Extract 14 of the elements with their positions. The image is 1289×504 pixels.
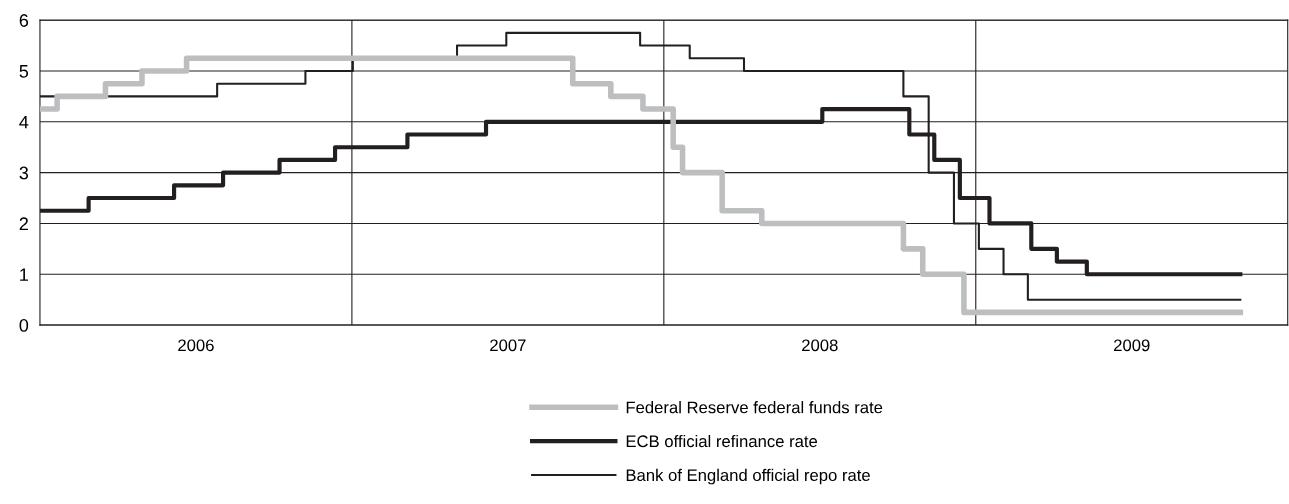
x-tick-label: 2008	[802, 339, 838, 352]
legend-label: Federal Reserve federal funds rate	[626, 401, 883, 414]
y-tick-label: 1	[20, 268, 28, 281]
y-tick-label: 2	[19, 217, 28, 230]
y-tick-label: 3	[19, 166, 29, 180]
legend-label: ECB official refinance rate	[626, 434, 818, 448]
legend-label: Bank of England official repo rate	[626, 468, 870, 485]
y-tick-label: 0	[19, 319, 29, 332]
x-tick-label: 2007	[490, 339, 526, 352]
y-tick-label: 6	[19, 14, 29, 27]
y-tick-label: 5	[19, 65, 29, 78]
x-tick-label: 2006	[178, 339, 214, 352]
x-tick-label: 2009	[1114, 339, 1150, 352]
y-tick-label: 4	[19, 115, 29, 129]
